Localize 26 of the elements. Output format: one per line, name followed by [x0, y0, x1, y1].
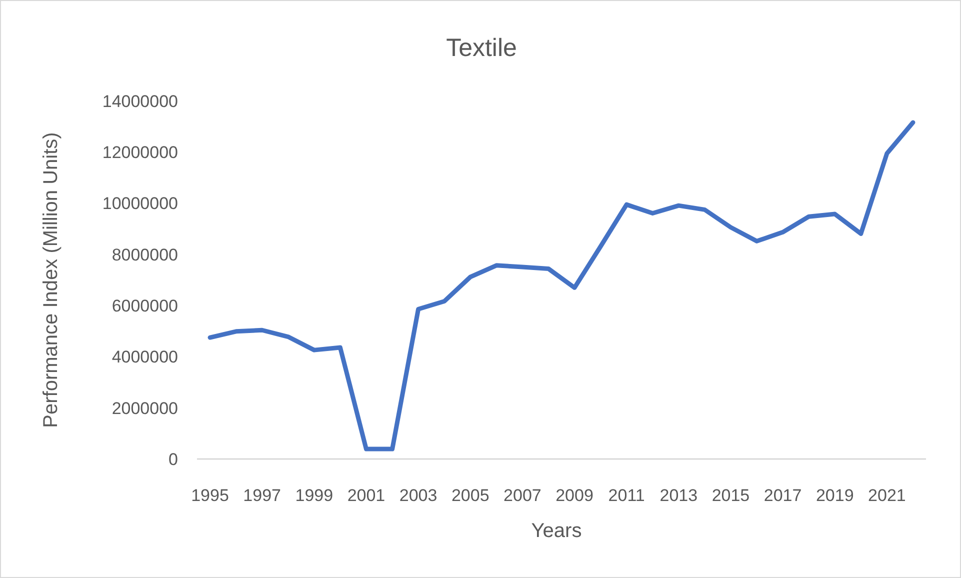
x-tick-label: 2017 — [764, 486, 802, 505]
chart-title: Textile — [446, 34, 517, 62]
x-tick-label: 2015 — [712, 486, 750, 505]
line-series — [208, 120, 916, 452]
x-tick-label: 1999 — [295, 486, 334, 505]
y-tick-label: 0 — [168, 450, 178, 469]
y-tick-label: 8000000 — [112, 245, 178, 264]
x-tick-label: 1997 — [243, 486, 282, 505]
x-tick-label: 2019 — [816, 486, 854, 505]
x-tick-label: 1995 — [191, 486, 229, 505]
y-axis-title: Performance Index (Million Units) — [40, 132, 62, 428]
y-tick-label: 4000000 — [112, 348, 178, 367]
x-tick-label: 2003 — [399, 486, 438, 505]
y-tick-label: 10000000 — [102, 194, 178, 214]
y-tick-label: 14000000 — [102, 92, 178, 111]
x-tick-label: 2001 — [347, 486, 386, 505]
y-tick-label: 6000000 — [112, 296, 178, 316]
x-axis-title: Years — [531, 520, 582, 542]
y-tick-label: 2000000 — [112, 398, 178, 418]
x-tick-label: 2013 — [660, 486, 698, 505]
x-tick-label: 2005 — [451, 486, 490, 505]
x-tick-label: 2021 — [868, 486, 906, 505]
x-tick-label: 2007 — [504, 486, 542, 505]
x-tick-label: 2011 — [608, 486, 645, 505]
y-tick-label: 12000000 — [102, 143, 178, 162]
x-tick-label: 2009 — [556, 486, 594, 505]
